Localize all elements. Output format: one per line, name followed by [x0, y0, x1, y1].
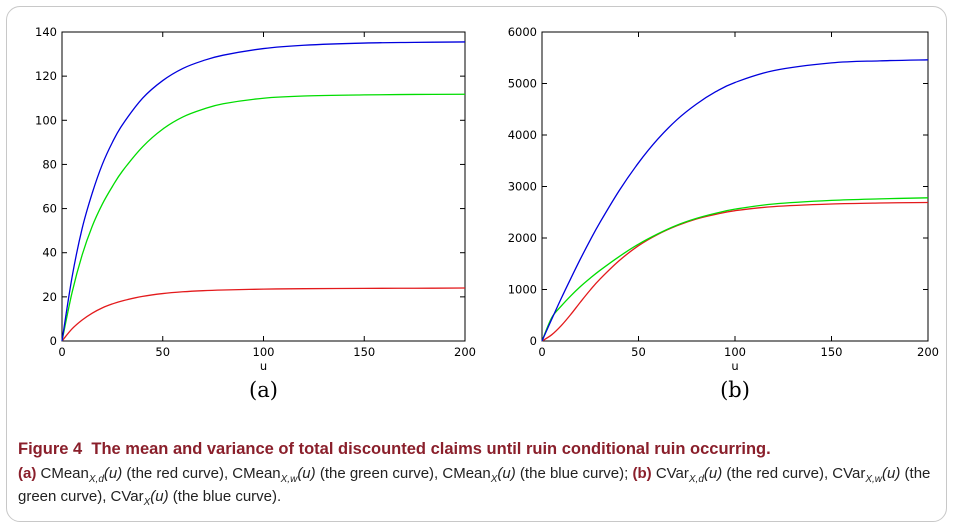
caption-green-note: (the green curve),	[315, 465, 443, 482]
caption-cmean-d: CMeanX,d(u)	[40, 465, 123, 485]
panel-b-red-curve	[541, 201, 929, 342]
caption-red-note: (the red curve),	[122, 465, 233, 482]
panel-b-y-tick-label: 1000	[508, 283, 537, 297]
panel-a-y-tick-label: 100	[35, 113, 57, 127]
panel-b-x-tick-label: 0	[538, 345, 545, 359]
panel-a-x-tick-label: 0	[58, 345, 65, 359]
panel-a-y-tick-label: 40	[42, 246, 57, 260]
panel-a-blue-curve	[61, 41, 466, 342]
panel-a-y-tick-label: 140	[35, 25, 57, 39]
panel-a-label: (a)	[249, 378, 278, 402]
caption-cmean-x: CMeanX(u)	[442, 465, 516, 485]
caption-body: (a) CMeanX,d(u) (the red curve), CMeanX,…	[18, 462, 943, 508]
panel-b-plot-area	[541, 31, 929, 342]
panel-a-y-tick-label: 60	[42, 202, 57, 216]
panel-b-y-tick-label: 2000	[508, 231, 537, 245]
panel-b-x-tick-label: 100	[724, 345, 746, 359]
caption-red-note-b: (the red curve),	[722, 465, 833, 482]
panel-b-y-tick-label: 5000	[508, 77, 537, 91]
panel-a-y-tick-label: 80	[42, 157, 57, 171]
panel-a-red-curve	[61, 287, 466, 342]
caption-cmean-w: CMeanX,w(u)	[232, 465, 316, 485]
panel-b-label: (b)	[720, 378, 750, 402]
panel-a-x-tick-label: 50	[155, 345, 170, 359]
panel-b-green-curve	[541, 197, 929, 342]
caption-cvar-x: CVarX(u)	[110, 488, 169, 508]
panel-a-x-axis-label: u	[260, 359, 267, 373]
panel-b-x-axis-label: u	[731, 359, 738, 373]
caption-green-note-b: (the green curve),	[18, 465, 931, 505]
panel-a-x-tick-label: 200	[454, 345, 476, 359]
panel-b-y-tick-label: 6000	[508, 25, 537, 39]
figure-caption: Figure 4 The mean and variance of total …	[18, 438, 943, 508]
figure-title: The mean and variance of total discounte…	[91, 440, 771, 458]
caption-title: Figure 4 The mean and variance of total …	[18, 438, 943, 460]
caption-blue-note-b: (the blue curve).	[168, 488, 282, 505]
caption-panel-a-label: (a)	[18, 465, 37, 482]
panel-b-y-tick-label: 0	[530, 334, 537, 348]
panel-b-blue-curve	[541, 59, 929, 342]
panel-b-x-tick-label: 200	[917, 345, 939, 359]
panel-b-x-tick-label: 150	[821, 345, 843, 359]
caption-cvar-w: CVarX,w(u)	[832, 465, 901, 485]
panel-a-x-tick-label: 150	[353, 345, 375, 359]
panel-a-y-tick-label: 20	[42, 290, 57, 304]
panel-b-x-tick-label: 50	[631, 345, 646, 359]
caption-panel-b-label: (b)	[632, 465, 652, 482]
panel-a-y-tick-label: 0	[50, 334, 57, 348]
panel-a-plot-area	[61, 31, 466, 342]
panel-a-x-tick-label: 100	[253, 345, 275, 359]
panel-b-y-tick-label: 4000	[508, 128, 537, 142]
panel-a-green-curve	[61, 93, 466, 342]
panel-a-y-tick-label: 120	[35, 69, 57, 83]
caption-blue-note-a: (the blue curve);	[515, 465, 633, 482]
panel-b-y-tick-label: 3000	[508, 180, 537, 194]
figure-label: Figure 4	[18, 440, 83, 458]
caption-cvar-d: CVarX,d(u)	[655, 465, 723, 485]
